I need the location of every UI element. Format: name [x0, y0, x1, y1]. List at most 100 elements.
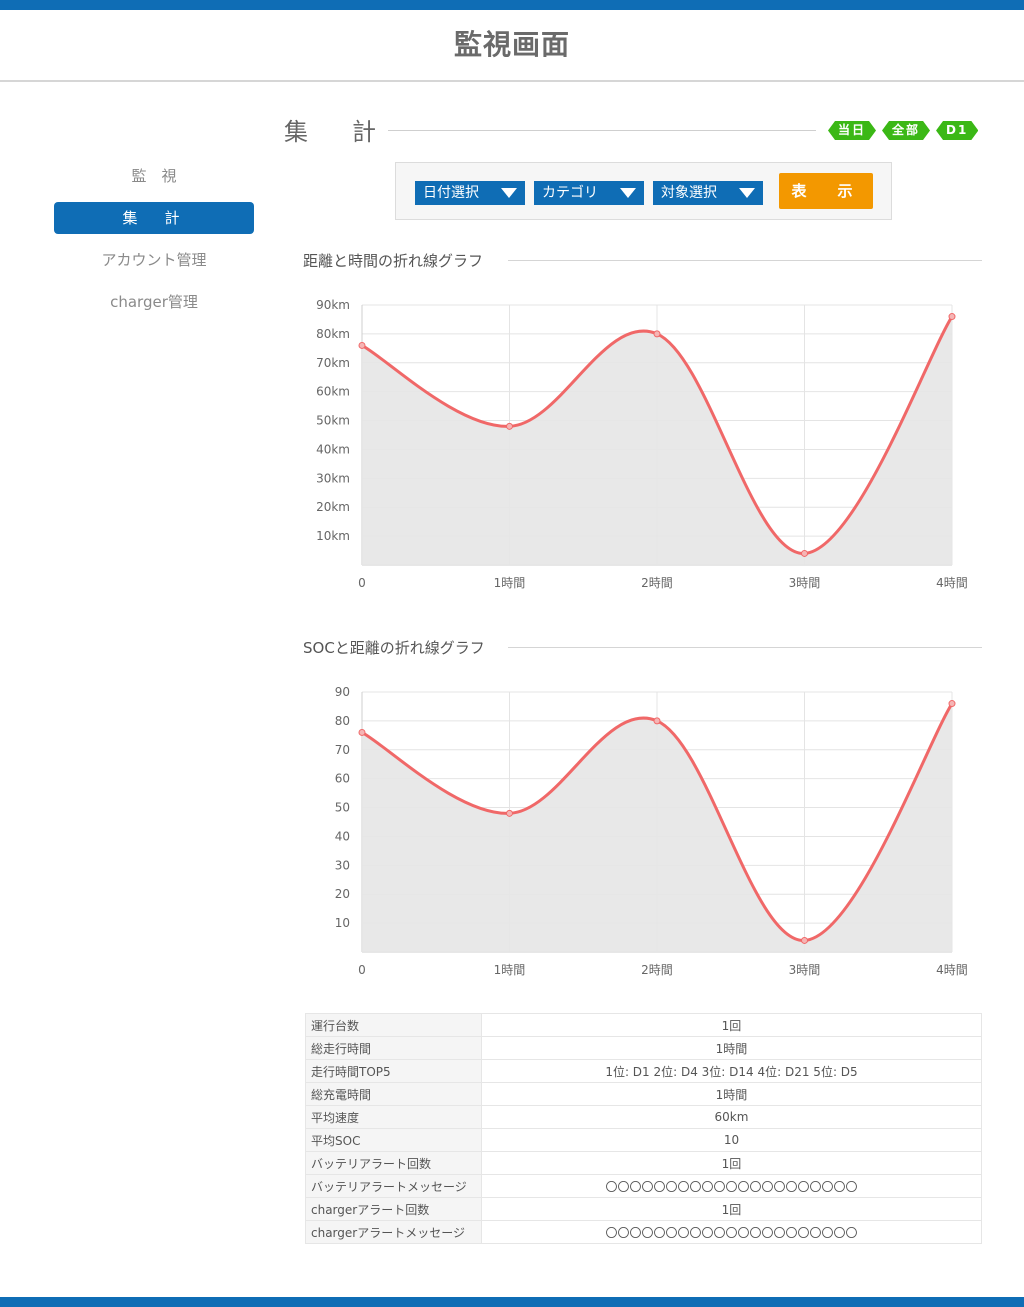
- distance-time-line-chart: 10km 20km 30km 40km 50km 60km 70km 80km 90km 0 1時間…: [316, 298, 968, 590]
- series-area: [362, 316, 952, 565]
- y-tick-label: 30: [335, 858, 350, 872]
- series-area: [362, 703, 952, 952]
- y-tick-label: 60km: [316, 385, 350, 399]
- top-accent-bar: [0, 0, 1024, 10]
- sidebar-item-summary[interactable]: 集 計: [54, 202, 254, 234]
- section-divider: [388, 130, 816, 131]
- row-value: 〇〇〇〇〇〇〇〇〇〇〇〇〇〇〇〇〇〇〇〇〇: [481, 1174, 982, 1198]
- table-row: 総走行時間 1時間: [305, 1036, 982, 1060]
- table-row: 平均速度 60km: [305, 1105, 982, 1129]
- y-tick-label: 70: [335, 743, 350, 757]
- sidebar-item-account[interactable]: アカウント管理: [101, 251, 207, 269]
- row-value: 1位: D1 2位: D4 3位: D14 4位: D21 5位: D5: [481, 1059, 982, 1083]
- row-label: 走行時間TOP5: [305, 1059, 482, 1083]
- target-select-label: 対象選択: [661, 185, 717, 201]
- row-label: chargerアラートメッセージ: [305, 1220, 482, 1244]
- x-tick-label: 3時間: [789, 963, 821, 977]
- row-label: 総走行時間: [305, 1036, 482, 1060]
- table-row: 平均SOC 10: [305, 1128, 982, 1152]
- row-label: chargerアラート回数: [305, 1197, 482, 1221]
- x-tick-label: 1時間: [494, 963, 526, 977]
- data-point: [948, 700, 956, 708]
- x-tick-label: 1時間: [494, 576, 526, 590]
- x-tick-label: 2時間: [641, 576, 673, 590]
- y-tick-label: 80km: [316, 327, 350, 341]
- y-tick-label: 10km: [316, 529, 350, 543]
- category-dropdown[interactable]: カテゴリ: [534, 181, 644, 205]
- dropdown-arrow-icon: [739, 188, 755, 198]
- y-tick-label: 60: [335, 772, 350, 786]
- y-tick-label: 50km: [316, 414, 350, 428]
- x-tick-label: 0: [358, 963, 366, 977]
- row-label: バッテリアラートメッセージ: [305, 1174, 482, 1198]
- page-title: 監視画面: [453, 28, 570, 61]
- y-tick-label: 20km: [316, 500, 350, 514]
- data-point: [948, 313, 956, 321]
- x-tick-label: 3時間: [789, 576, 821, 590]
- table-row: 運行台数 1回: [305, 1013, 982, 1037]
- category-label: カテゴリ: [542, 185, 598, 201]
- data-point: [506, 422, 513, 430]
- y-tick-label: 40: [335, 829, 350, 843]
- date-select-label: 日付選択: [423, 185, 479, 201]
- row-value: 1回: [481, 1013, 982, 1037]
- y-tick-label: 90: [335, 685, 350, 699]
- data-point: [506, 809, 513, 817]
- sidebar-item-monitor[interactable]: 監 視: [131, 167, 177, 185]
- table-row: chargerアラート回数 1回: [305, 1197, 982, 1221]
- x-tick-label: 0: [358, 576, 366, 590]
- row-label: 運行台数: [305, 1013, 482, 1037]
- y-tick-label: 80: [335, 714, 350, 728]
- show-button[interactable]: 表 示: [779, 173, 873, 209]
- graph2-title: SOCと距離の折れ線グラフ: [303, 639, 485, 657]
- x-tick-label: 4時間: [936, 963, 968, 977]
- soc-distance-line-chart: 10 20 30 40 50 60 70 80 90 0 1時間 2時間 3時間 4時間: [335, 685, 968, 977]
- x-tick-label: 4時間: [936, 576, 968, 590]
- series-line: [361, 315, 954, 555]
- y-tick-label: 10: [335, 916, 350, 930]
- y-tick-label: 30km: [316, 471, 350, 485]
- x-tick-label: 2時間: [641, 963, 673, 977]
- page-header: 監視画面: [0, 10, 1024, 82]
- row-label: バッテリアラート回数: [305, 1151, 482, 1175]
- table-row: バッテリアラート回数 1回: [305, 1151, 982, 1175]
- filter-tags: 当日 全部 D1: [828, 121, 978, 140]
- data-point: [801, 936, 808, 944]
- data-point: [801, 549, 808, 557]
- graph2-divider: [508, 647, 982, 648]
- row-value: 1回: [481, 1197, 982, 1221]
- sidebar-item-charger[interactable]: charger管理: [110, 293, 198, 311]
- row-label: 総充電時間: [305, 1082, 482, 1106]
- table-row: 走行時間TOP5 1位: D1 2位: D4 3位: D14 4位: D21 5位…: [305, 1059, 982, 1083]
- row-label: 平均SOC: [305, 1128, 482, 1152]
- row-value: 1時間: [481, 1036, 982, 1060]
- dropdown-arrow-icon: [501, 188, 517, 198]
- row-value: 〇〇〇〇〇〇〇〇〇〇〇〇〇〇〇〇〇〇〇〇〇: [481, 1220, 982, 1244]
- row-value: 1回: [481, 1151, 982, 1175]
- y-tick-label: 20: [335, 887, 350, 901]
- dropdown-arrow-icon: [620, 188, 636, 198]
- data-point: [653, 330, 661, 338]
- bottom-accent-bar: [0, 1297, 1024, 1307]
- section-title: 集 計: [284, 118, 386, 146]
- graph1-divider: [508, 260, 982, 261]
- tag-all[interactable]: 全部: [882, 121, 930, 140]
- date-select-dropdown[interactable]: 日付選択: [415, 181, 525, 205]
- data-point: [653, 717, 661, 725]
- sidebar: 監 視 集 計 アカウント管理 charger管理: [54, 160, 254, 328]
- target-select-dropdown[interactable]: 対象選択: [653, 181, 763, 205]
- series-line: [361, 702, 954, 942]
- summary-table: 運行台数 1回 総走行時間 1時間 走行時間TOP5 1位: D1 2位: D4 3位: …: [305, 1013, 982, 1244]
- tag-d1[interactable]: D1: [936, 121, 978, 140]
- y-tick-label: 90km: [316, 298, 350, 312]
- y-tick-label: 40km: [316, 442, 350, 456]
- row-value: 10: [481, 1128, 982, 1152]
- table-row: 総充電時間 1時間: [305, 1082, 982, 1106]
- filter-panel: 日付選択 カテゴリ 対象選択 表 示: [395, 162, 892, 220]
- y-tick-label: 70km: [316, 356, 350, 370]
- row-value: 60km: [481, 1105, 982, 1129]
- graph1-title: 距離と時間の折れ線グラフ: [303, 252, 484, 270]
- table-row: chargerアラートメッセージ 〇〇〇〇〇〇〇〇〇〇〇〇〇〇〇〇〇〇〇〇〇: [305, 1220, 982, 1244]
- row-label: 平均速度: [305, 1105, 482, 1129]
- tag-today[interactable]: 当日: [828, 121, 876, 140]
